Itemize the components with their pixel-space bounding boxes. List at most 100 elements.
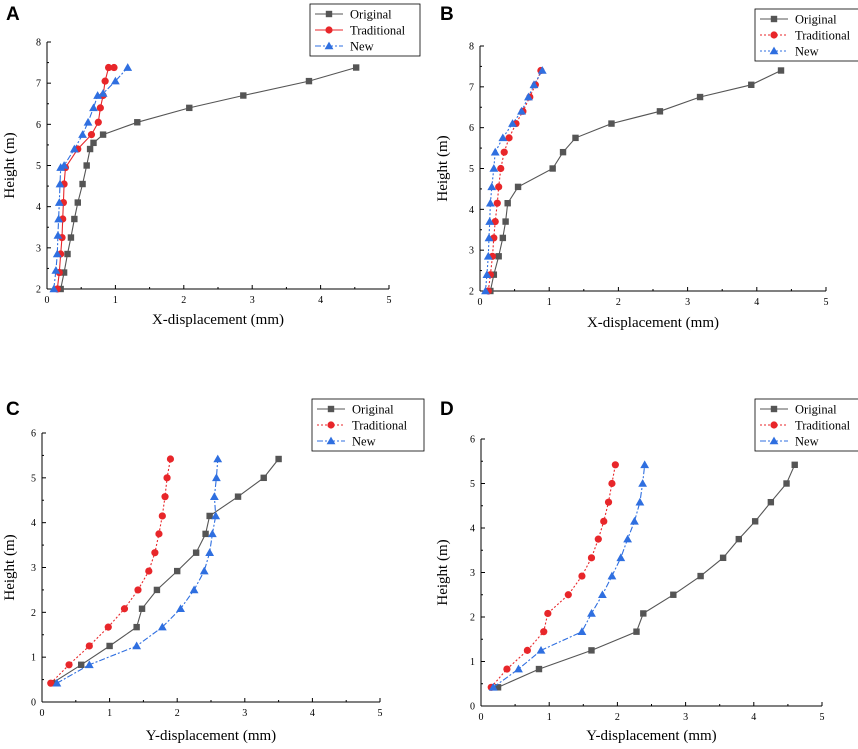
data-point — [719, 554, 727, 562]
data-point — [155, 530, 163, 538]
data-point — [275, 455, 282, 463]
data-point — [212, 473, 221, 482]
panel-c: C 0 1 2 3 4 5 0 1 2 3 4 5 6 Y-displacement (mm) Height … — [2, 398, 425, 744]
data-point — [133, 623, 140, 631]
data-point — [99, 131, 107, 138]
data-point — [192, 549, 200, 556]
data-point — [161, 493, 169, 501]
panel-letter: D — [440, 399, 454, 420]
data-point — [89, 103, 98, 112]
data-point — [640, 460, 650, 469]
data-point — [630, 516, 639, 525]
legend-marker — [327, 405, 335, 413]
data-point — [535, 665, 543, 673]
data-point — [213, 454, 223, 463]
x-tick-label: 2 — [181, 295, 186, 306]
data-point — [54, 198, 64, 206]
data-point — [120, 605, 129, 613]
data-point — [491, 217, 499, 226]
y-tick-label: 6 — [36, 120, 41, 131]
series-new — [488, 460, 650, 691]
data-point — [54, 214, 64, 223]
data-point — [84, 660, 94, 669]
legend-marker — [326, 436, 336, 445]
data-point — [495, 183, 503, 191]
data-point — [260, 474, 267, 482]
y-tick-label: 3 — [36, 243, 41, 254]
data-point — [696, 93, 704, 101]
data-point — [158, 512, 166, 520]
data-point — [211, 511, 221, 520]
series-original — [487, 67, 785, 295]
series-line-traditional — [487, 70, 542, 292]
legend-marker — [327, 421, 335, 429]
data-point — [110, 63, 118, 72]
data-point — [640, 610, 647, 617]
legend-label: Original — [352, 403, 394, 417]
y-tick-label: 3 — [31, 563, 36, 574]
data-point — [51, 266, 61, 274]
y-tick-label: 4 — [470, 524, 475, 535]
data-point — [104, 623, 112, 631]
y-tick-label: 2 — [470, 613, 475, 624]
data-point — [86, 145, 94, 153]
x-tick-label: 3 — [242, 708, 247, 719]
y-tick-label: 5 — [469, 164, 474, 175]
legend-label: New — [350, 40, 374, 54]
data-point — [207, 529, 217, 538]
panel-b: B 0 1 2 3 4 5 2 3 4 5 6 7 8 X-displacement (mm) Height … — [435, 4, 858, 331]
data-point — [55, 179, 65, 188]
legend-marker — [770, 405, 778, 413]
data-point — [83, 117, 93, 126]
x-tick-label: 5 — [824, 297, 829, 308]
data-point — [199, 566, 209, 575]
y-tick-label: 7 — [36, 79, 41, 90]
data-point — [490, 147, 500, 156]
legend-label: Traditional — [350, 24, 406, 38]
data-point — [540, 628, 548, 636]
legend: Original Traditional New — [754, 8, 858, 62]
series-traditional — [53, 63, 118, 293]
data-point — [588, 647, 595, 654]
data-point — [572, 134, 579, 142]
y-tick-label: 2 — [469, 287, 474, 298]
x-tick-label: 0 — [45, 295, 50, 306]
y-axis-label: Height (m) — [2, 132, 18, 198]
data-point — [607, 571, 617, 580]
data-point — [166, 455, 175, 463]
y-tick-label: 0 — [31, 698, 36, 709]
legend-marker — [325, 10, 333, 18]
panel-a: A 0 1 2 3 4 5 2 3 4 5 6 7 8 X-displacement (mm) Height … — [2, 3, 421, 328]
data-point — [604, 498, 613, 506]
series-line-new — [56, 458, 219, 684]
data-point — [544, 609, 552, 618]
data-point — [594, 535, 602, 543]
data-point — [767, 498, 775, 506]
data-point — [52, 678, 62, 687]
data-point — [735, 535, 742, 543]
data-point — [123, 63, 133, 71]
data-point — [163, 474, 171, 482]
y-tick-label: 1 — [31, 653, 36, 664]
data-point — [64, 250, 71, 258]
data-point — [748, 81, 755, 88]
x-tick-label: 1 — [547, 297, 552, 308]
data-point — [47, 679, 55, 687]
data-point — [205, 548, 215, 557]
data-point — [514, 664, 523, 673]
data-point — [783, 480, 790, 487]
data-point — [206, 512, 213, 520]
series-line-new — [492, 464, 646, 688]
series-traditional — [47, 455, 175, 687]
panel-letter: A — [6, 4, 20, 25]
data-point — [489, 164, 499, 172]
x-tick-label: 0 — [478, 297, 483, 308]
x-axis-label: Y-displacement (mm) — [146, 728, 276, 744]
data-point — [79, 180, 86, 188]
data-point — [502, 218, 509, 225]
x-tick-label: 1 — [107, 708, 112, 719]
data-point — [635, 497, 645, 506]
data-point — [497, 164, 505, 173]
data-point — [499, 234, 507, 242]
y-tick-label: 5 — [36, 161, 41, 172]
